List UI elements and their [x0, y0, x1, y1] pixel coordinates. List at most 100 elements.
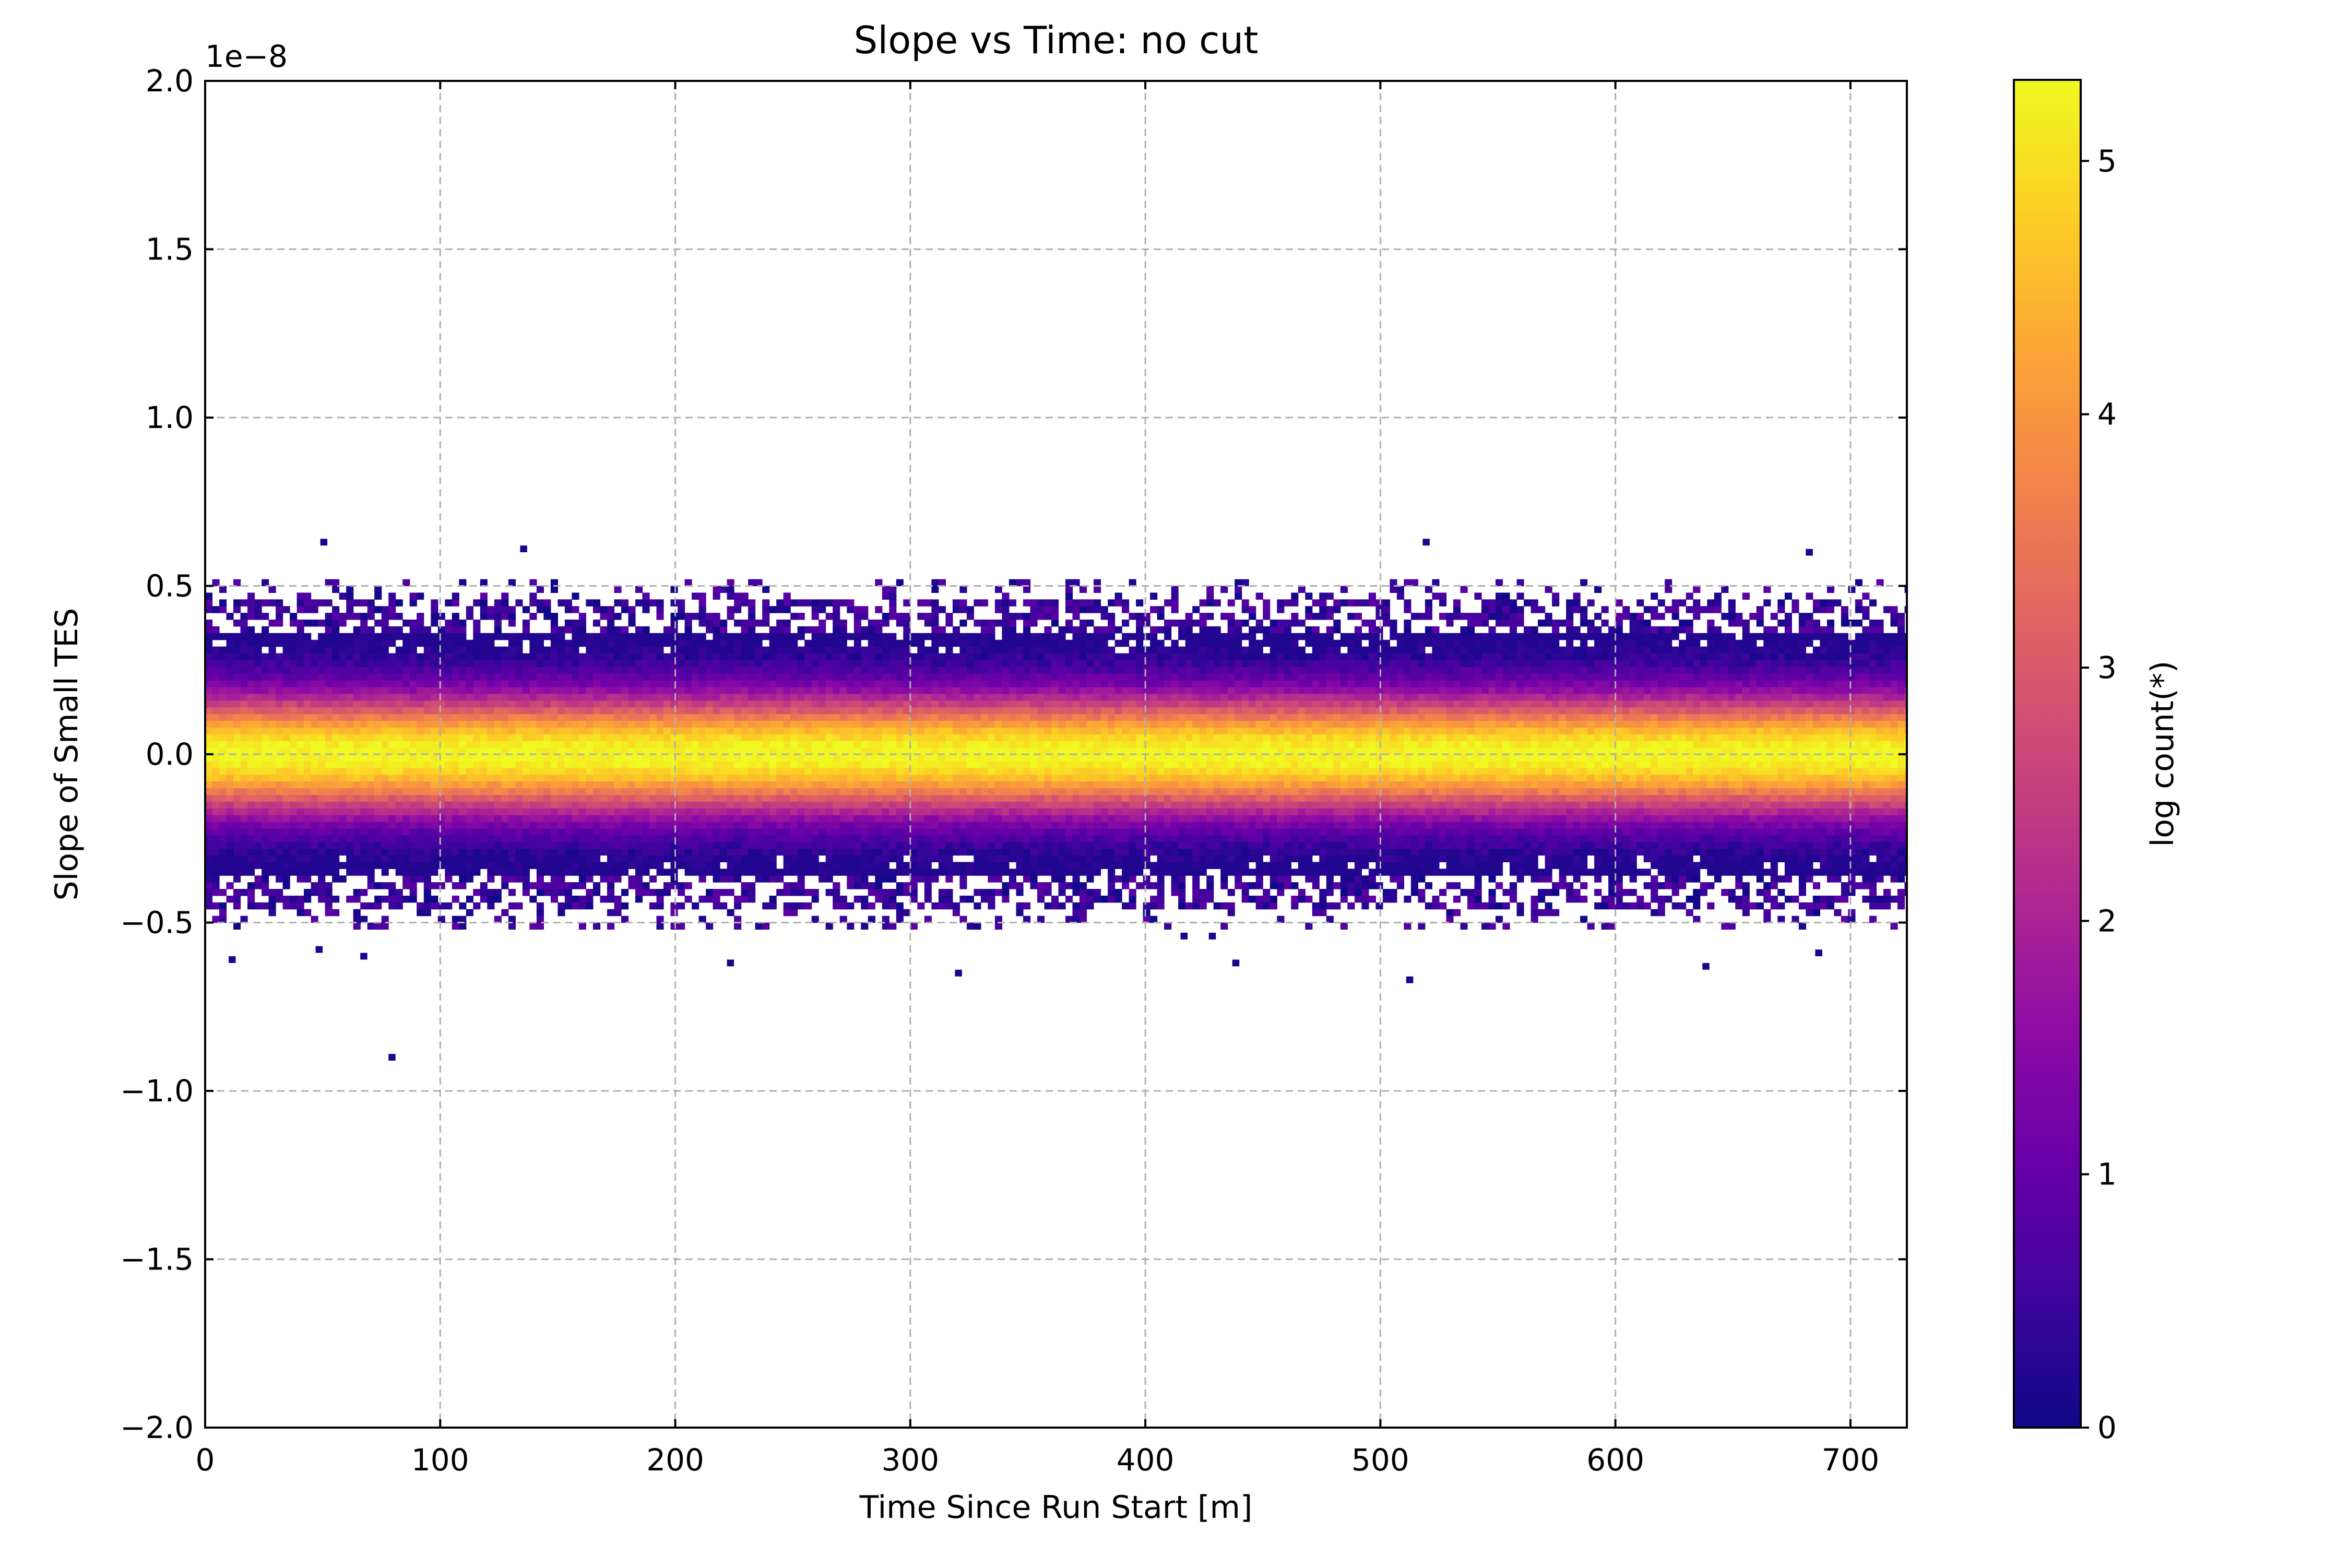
heatmap-cell — [804, 673, 812, 681]
heatmap-cell — [515, 774, 523, 782]
heatmap-cell — [833, 889, 840, 896]
heatmap-cell — [889, 747, 897, 755]
heatmap-cell — [980, 599, 988, 607]
heatmap-cell — [678, 828, 685, 836]
heatmap-cell — [994, 620, 1002, 627]
heatmap-cell — [254, 741, 262, 748]
heatmap-cell — [339, 801, 347, 809]
heatmap-cell — [924, 620, 932, 627]
heatmap-cell — [875, 720, 883, 728]
heatmap-cell — [656, 741, 664, 748]
heatmap-cell — [649, 646, 657, 654]
heatmap-cell — [466, 761, 473, 768]
heatmap-cell — [367, 700, 375, 708]
heatmap-cell — [734, 734, 742, 741]
heatmap-cell — [988, 707, 995, 715]
heatmap-cell — [959, 794, 967, 802]
heatmap-cell — [988, 693, 995, 701]
heatmap-cell — [1023, 727, 1031, 734]
heatmap-cell — [692, 774, 699, 782]
heatmap-cell — [903, 626, 911, 634]
heatmap-cell — [924, 767, 932, 775]
heatmap-cell — [649, 633, 657, 640]
heatmap-cell — [395, 633, 403, 640]
heatmap-cell — [417, 902, 424, 910]
heatmap-cell — [931, 869, 939, 876]
heatmap-cell — [339, 680, 347, 687]
heatmap-cell — [607, 882, 615, 889]
heatmap-cell — [437, 646, 445, 654]
heatmap-cell — [529, 895, 537, 903]
heatmap-cell — [381, 606, 389, 613]
heatmap-cell — [501, 599, 509, 607]
heatmap-cell — [536, 660, 544, 667]
heatmap-cell — [600, 660, 608, 667]
heatmap-cell — [332, 707, 340, 715]
heatmap-cell — [409, 741, 417, 748]
heatmap-cell — [910, 660, 918, 667]
heatmap-cell — [536, 889, 544, 896]
heatmap-cell — [409, 855, 417, 862]
heatmap-cell — [522, 693, 530, 701]
heatmap-cell — [1016, 741, 1024, 748]
heatmap-cell — [290, 828, 298, 836]
heatmap-cell — [480, 862, 488, 869]
heatmap-cell — [226, 633, 234, 640]
heatmap-cell — [452, 639, 459, 647]
heatmap-cell — [417, 767, 424, 775]
heatmap-cell — [593, 767, 601, 775]
heatmap-cell — [381, 660, 389, 667]
heatmap-cell — [783, 761, 791, 768]
heatmap-cell — [437, 626, 445, 634]
heatmap-cell — [853, 761, 861, 768]
heatmap-cell — [868, 653, 875, 660]
heatmap-cell — [698, 741, 706, 748]
heatmap-cell — [882, 801, 889, 809]
heatmap-cell — [381, 741, 389, 748]
heatmap-cell — [847, 707, 855, 715]
heatmap-cell — [853, 801, 861, 809]
heatmap-cell — [994, 727, 1002, 734]
heatmap-cell — [910, 700, 918, 708]
heatmap-cell — [628, 828, 636, 836]
heatmap-cell — [811, 693, 819, 701]
heatmap-cell — [205, 808, 213, 815]
heatmap-cell — [318, 680, 326, 687]
heatmap-cell — [557, 808, 565, 815]
heatmap-cell — [980, 828, 988, 836]
heatmap-cell — [980, 835, 988, 842]
heatmap-cell — [706, 687, 714, 694]
heatmap-cell — [1016, 727, 1024, 734]
heatmap-cell — [642, 889, 650, 896]
heatmap-cell — [741, 687, 749, 694]
heatmap-cell — [917, 761, 925, 768]
heatmap-cell — [614, 747, 622, 755]
heatmap-cell — [931, 620, 939, 627]
heatmap-cell — [536, 586, 544, 593]
heatmap-cell — [536, 707, 544, 715]
heatmap-cell — [247, 808, 255, 815]
heatmap-cell — [720, 788, 728, 795]
heatmap-cell — [642, 727, 650, 734]
heatmap-cell — [628, 646, 636, 654]
heatmap-cell — [868, 714, 875, 721]
heatmap-cell — [959, 875, 967, 883]
heatmap-cell — [374, 767, 382, 775]
heatmap-cell — [402, 781, 410, 789]
heatmap-cell — [713, 680, 720, 687]
heatmap-cell — [980, 848, 988, 856]
heatmap-cell — [254, 822, 262, 829]
heatmap-cell — [614, 774, 622, 782]
heatmap-cell — [480, 633, 488, 640]
heatmap-cell — [896, 788, 904, 795]
heatmap-cell — [804, 734, 812, 741]
heatmap-cell — [670, 700, 678, 708]
heatmap-cell — [678, 808, 685, 815]
heatmap-cell — [409, 667, 417, 674]
heatmap-cell — [276, 767, 283, 775]
heatmap-cell — [402, 822, 410, 829]
heatmap-cell — [282, 882, 290, 889]
heatmap-cell — [381, 653, 389, 660]
heatmap-cell — [656, 922, 664, 930]
heatmap-cell — [282, 828, 290, 836]
